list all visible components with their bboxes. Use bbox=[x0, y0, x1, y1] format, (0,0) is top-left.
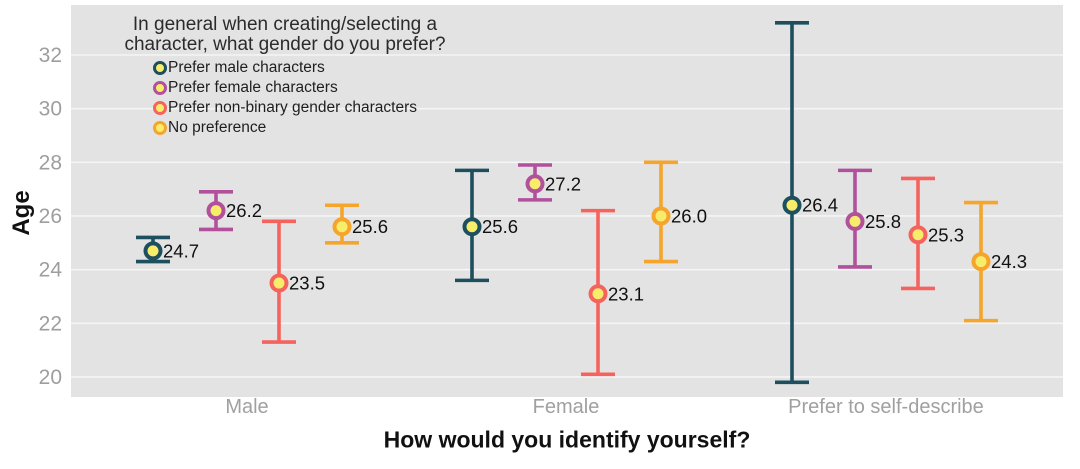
legend-item: Prefer male characters bbox=[153, 58, 455, 78]
legend: In general when creating/selecting a cha… bbox=[115, 15, 455, 138]
x-category-label: Male bbox=[225, 396, 268, 418]
y-tick-label: 30 bbox=[39, 98, 62, 121]
error-bar bbox=[455, 168, 489, 283]
data-point-label: 25.8 bbox=[865, 211, 901, 232]
data-point-marker bbox=[206, 201, 226, 221]
data-point-marker bbox=[143, 241, 163, 261]
error-bar bbox=[199, 190, 233, 232]
data-point-label: 25.3 bbox=[928, 224, 964, 245]
legend-title: In general when creating/selecting a cha… bbox=[115, 15, 455, 55]
y-tick-label: 22 bbox=[39, 312, 62, 335]
legend-item: Prefer non-binary gender characters bbox=[153, 98, 455, 118]
legend-item-label: No preference bbox=[168, 119, 267, 136]
error-bar bbox=[964, 200, 998, 323]
data-point-label: 27.2 bbox=[545, 173, 581, 194]
data-point-marker bbox=[908, 225, 928, 245]
data-point-marker bbox=[845, 211, 865, 231]
error-bar bbox=[325, 203, 359, 245]
error-bar bbox=[775, 21, 809, 385]
legend-item: Prefer female characters bbox=[153, 78, 455, 98]
legend-item-label: Prefer female characters bbox=[168, 79, 338, 96]
data-point-label: 26.2 bbox=[226, 200, 262, 221]
y-tick-label: 32 bbox=[39, 44, 62, 67]
error-bar bbox=[262, 219, 296, 344]
legend-item: No preference bbox=[153, 118, 455, 138]
data-point-label: 24.3 bbox=[991, 251, 1027, 272]
data-point-marker bbox=[588, 284, 608, 304]
data-point-label: 26.4 bbox=[802, 195, 838, 216]
data-point-label: 26.0 bbox=[671, 205, 707, 226]
legend-title-line1: In general when creating/selecting a bbox=[132, 14, 438, 35]
legend-title-line2: character, what gender do you prefer? bbox=[124, 34, 446, 55]
data-point-label: 25.6 bbox=[482, 216, 518, 237]
data-point-label: 25.6 bbox=[352, 216, 388, 237]
data-point-label: 23.5 bbox=[289, 273, 325, 294]
error-bar bbox=[136, 235, 170, 264]
y-tick-label: 26 bbox=[39, 205, 62, 228]
data-point-marker bbox=[332, 217, 352, 237]
error-bar bbox=[838, 168, 872, 269]
error-bar bbox=[518, 163, 552, 202]
data-point-marker bbox=[269, 273, 289, 293]
legend-marker-icon bbox=[153, 81, 167, 95]
error-bar bbox=[581, 208, 615, 377]
x-category-label: Prefer to self-describe bbox=[788, 396, 984, 418]
y-tick-label: 28 bbox=[39, 151, 62, 174]
y-axis-title: Age bbox=[8, 190, 35, 236]
legend-item-label: Prefer male characters bbox=[168, 59, 325, 76]
x-axis-title: How would you identify yourself? bbox=[383, 426, 751, 453]
data-point-marker bbox=[782, 195, 802, 215]
legend-marker-icon bbox=[153, 121, 167, 135]
error-bar bbox=[901, 176, 935, 291]
plot-panel bbox=[71, 5, 1063, 397]
y-tick-label: 24 bbox=[39, 259, 63, 282]
error-bar bbox=[644, 160, 678, 264]
x-category-label: Female bbox=[533, 396, 600, 418]
data-point-label: 24.7 bbox=[163, 240, 199, 261]
legend-items: Prefer male characters Prefer female char… bbox=[153, 58, 455, 138]
legend-marker-icon bbox=[153, 101, 167, 115]
data-point-marker bbox=[525, 174, 545, 194]
data-point-label: 23.1 bbox=[608, 283, 644, 304]
data-point-marker bbox=[462, 217, 482, 237]
data-point-marker bbox=[971, 252, 991, 272]
legend-marker-icon bbox=[153, 61, 167, 75]
data-point-marker bbox=[651, 206, 671, 226]
y-tick-label: 20 bbox=[39, 366, 62, 389]
legend-item-label: Prefer non-binary gender characters bbox=[168, 99, 417, 116]
